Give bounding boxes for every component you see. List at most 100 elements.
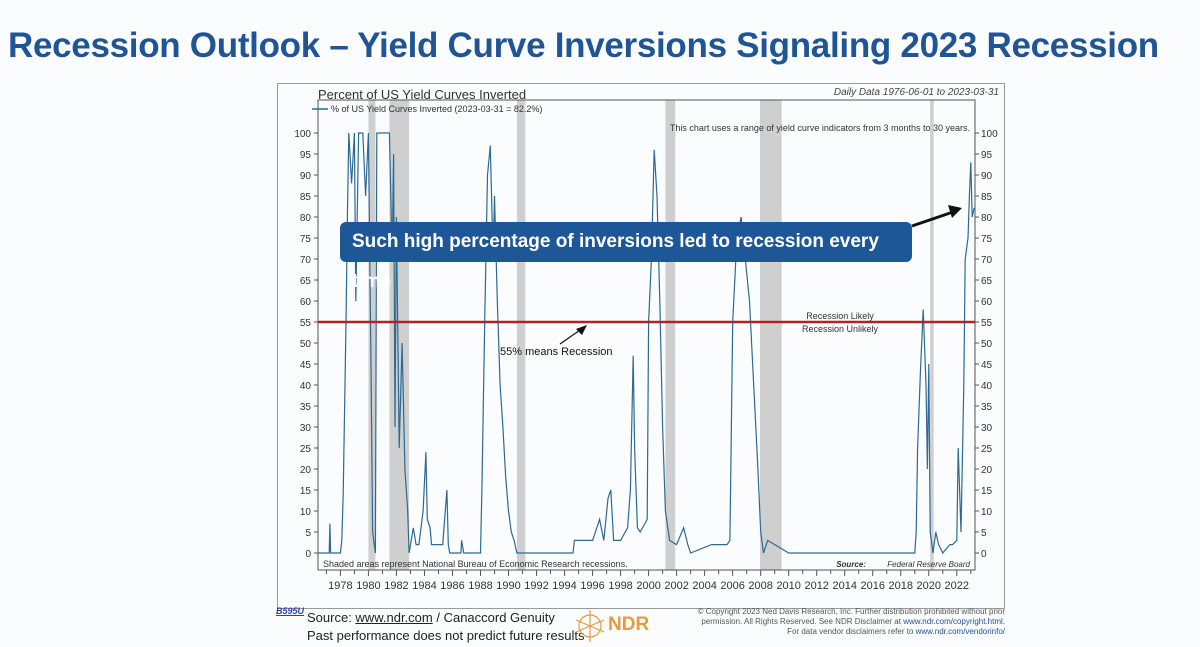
chart-code[interactable]: B595U	[276, 606, 305, 616]
x-tick-label: 2010	[776, 580, 800, 592]
y-tick-label-left: 10	[300, 507, 312, 518]
plot-area	[317, 99, 976, 571]
x-tick-label: 2002	[664, 580, 688, 592]
copyright-line-3: For data vendor disclaimers refer to	[787, 627, 916, 636]
y-tick-label-right: 50	[981, 339, 993, 350]
threshold-label-below: Recession Unlikely	[802, 324, 879, 334]
copyright-line-2: permission. All Rights Reserved. See NDR…	[701, 617, 904, 626]
annotation-55: 55% means Recession	[500, 346, 613, 358]
x-tick-label: 2014	[832, 580, 856, 592]
chart-note: This chart uses a range of yield curve i…	[670, 123, 970, 133]
y-tick-label-right: 90	[981, 171, 993, 182]
y-tick-label-left: 95	[300, 150, 312, 161]
copyright: © Copyright 2023 Ned Davis Research, Inc…	[668, 607, 1005, 637]
x-tick-label: 2000	[636, 580, 660, 592]
x-tick-label: 1982	[384, 580, 408, 592]
y-tick-label-right: 0	[981, 549, 987, 560]
y-tick-label-left: 70	[300, 255, 312, 266]
copyright-link[interactable]: www.ndr.com/copyright.html.	[903, 617, 1005, 626]
y-tick-label-left: 75	[300, 234, 312, 245]
y-tick-label-left: 50	[300, 339, 312, 350]
recession-band	[389, 100, 410, 570]
legend-label: % of US Yield Curves Inverted (2023-03-3…	[331, 104, 542, 114]
y-tick-label-left: 45	[300, 360, 312, 371]
y-tick-label-right: 30	[981, 423, 993, 434]
y-tick-label-left: 60	[300, 297, 312, 308]
y-tick-label-left: 0	[305, 549, 311, 560]
y-tick-label-left: 85	[300, 192, 312, 203]
y-tick-label-right: 20	[981, 465, 993, 476]
x-tick-label: 2018	[889, 580, 913, 592]
x-tick-label: 2016	[860, 580, 884, 592]
source-value: Federal Reserve Board	[887, 560, 970, 569]
x-tick-label: 2006	[720, 580, 744, 592]
x-tick-label: 1978	[328, 580, 352, 592]
y-tick-label-right: 100	[981, 129, 998, 140]
y-tick-label-left: 65	[300, 276, 312, 287]
recession-band	[759, 100, 782, 570]
source-link[interactable]: www.ndr.com	[355, 610, 433, 625]
x-tick-label: 1998	[608, 580, 632, 592]
x-tick-label: 2012	[804, 580, 828, 592]
y-tick-label-right: 35	[981, 402, 993, 413]
x-tick-label: 2020	[917, 580, 941, 592]
chart-subtitle: Daily Data 1976-06-01 to 2023-03-31	[834, 87, 999, 98]
y-tick-label-right: 85	[981, 192, 993, 203]
y-tick-label-right: 45	[981, 360, 993, 371]
y-tick-label-right: 60	[981, 297, 993, 308]
y-tick-label-right: 15	[981, 486, 993, 497]
y-tick-label-left: 15	[300, 486, 312, 497]
x-tick-label: 1994	[552, 580, 576, 592]
x-tick-label: 1988	[468, 580, 492, 592]
y-tick-label-left: 20	[300, 465, 312, 476]
recession-band	[930, 100, 934, 570]
y-tick-label-right: 5	[981, 528, 987, 539]
y-tick-label-right: 10	[981, 507, 993, 518]
y-tick-label-left: 55	[300, 318, 312, 329]
x-tick-label: 2008	[748, 580, 772, 592]
y-tick-label-right: 55	[981, 318, 993, 329]
vendorinfo-link[interactable]: www.ndr.com/vendorinfo/	[915, 627, 1005, 636]
source-line: Source: www.ndr.com / Canaccord Genuity	[307, 610, 555, 625]
recession-band	[368, 100, 376, 570]
disclaimer: Past performance does not predict future…	[307, 628, 585, 643]
callout-box: Such high percentage of inversions led t…	[340, 222, 912, 292]
y-tick-label-right: 95	[981, 150, 993, 161]
x-tick-label: 2004	[692, 580, 716, 592]
y-tick-label-left: 100	[294, 129, 311, 140]
x-tick-label: 1992	[524, 580, 548, 592]
series-line	[318, 132, 975, 555]
x-tick-label: 1996	[580, 580, 604, 592]
y-tick-label-left: 90	[300, 171, 312, 182]
y-tick-label-right: 25	[981, 444, 993, 455]
y-tick-label-left: 35	[300, 402, 312, 413]
y-tick-label-right: 80	[981, 213, 993, 224]
y-tick-label-right: 65	[981, 276, 993, 287]
callout-arrow	[911, 210, 954, 228]
recession-band	[516, 100, 526, 570]
ndr-logo-text: NDR	[608, 614, 650, 635]
x-tick-label: 2022	[945, 580, 969, 592]
copyright-line-1: © Copyright 2023 Ned Davis Research, Inc…	[697, 607, 1005, 616]
x-tick-label: 1980	[356, 580, 380, 592]
source-prefix: Source:	[307, 610, 356, 625]
recession-band	[665, 100, 676, 570]
y-tick-label-right: 40	[981, 381, 993, 392]
chart-title: Percent of US Yield Curves Inverted	[318, 87, 526, 102]
source-label: Source:	[836, 560, 866, 569]
y-tick-label-right: 70	[981, 255, 993, 266]
slide-title: Recession Outlook – Yield Curve Inversio…	[8, 26, 1159, 65]
x-tick-label: 1984	[412, 580, 436, 592]
source-suffix: / Canaccord Genuity	[432, 610, 555, 625]
ndr-logo-icon	[575, 610, 605, 642]
x-tick-label: 1990	[496, 580, 520, 592]
x-tick-label: 1986	[440, 580, 464, 592]
arrowhead-icon	[948, 205, 962, 218]
y-tick-label-left: 40	[300, 381, 312, 392]
y-tick-label-left: 5	[305, 528, 311, 539]
threshold-label-above: Recession Likely	[806, 311, 874, 321]
shading-note: Shaded areas represent National Bureau o…	[323, 559, 628, 569]
arrowhead-icon	[576, 325, 587, 335]
y-tick-label-left: 80	[300, 213, 312, 224]
